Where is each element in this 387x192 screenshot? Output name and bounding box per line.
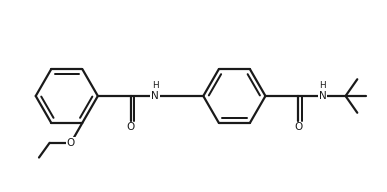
Text: N: N [319, 91, 327, 101]
Text: O: O [127, 122, 135, 132]
Text: O: O [67, 138, 75, 148]
Text: H: H [152, 81, 158, 90]
Text: N: N [151, 91, 159, 101]
Text: O: O [294, 122, 302, 132]
Text: H: H [319, 81, 326, 90]
